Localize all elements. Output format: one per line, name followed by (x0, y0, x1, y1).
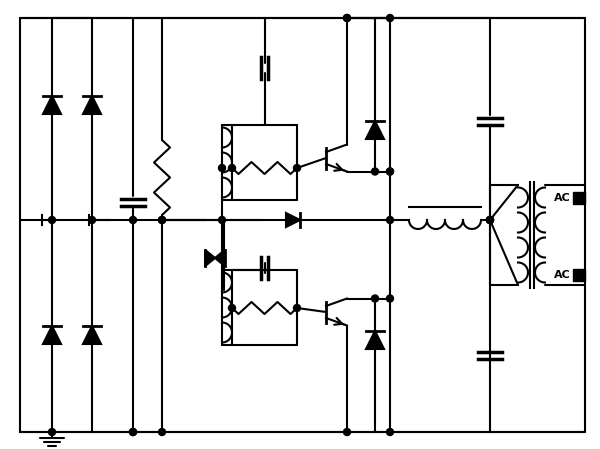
Circle shape (487, 216, 493, 224)
Circle shape (89, 216, 95, 224)
Circle shape (158, 216, 166, 224)
Bar (573, 192, 585, 204)
Circle shape (386, 168, 394, 175)
Circle shape (343, 428, 350, 436)
Circle shape (158, 216, 166, 224)
Circle shape (49, 428, 56, 436)
Circle shape (386, 428, 394, 436)
Polygon shape (83, 326, 101, 344)
Circle shape (343, 14, 350, 22)
Bar (573, 269, 585, 281)
Circle shape (229, 164, 235, 172)
Circle shape (371, 295, 379, 302)
Circle shape (386, 168, 394, 175)
Circle shape (293, 304, 301, 312)
Circle shape (130, 216, 137, 224)
Polygon shape (83, 96, 101, 114)
Polygon shape (43, 326, 61, 344)
Circle shape (158, 428, 166, 436)
Circle shape (218, 216, 226, 224)
Circle shape (386, 14, 394, 22)
Polygon shape (43, 96, 61, 114)
Circle shape (49, 216, 56, 224)
Circle shape (229, 304, 235, 312)
Circle shape (386, 295, 394, 302)
Text: AC: AC (554, 193, 571, 203)
Circle shape (386, 216, 394, 224)
Circle shape (343, 14, 350, 22)
Text: AC: AC (554, 270, 571, 280)
Polygon shape (366, 331, 384, 349)
Circle shape (371, 168, 379, 175)
Circle shape (130, 428, 137, 436)
Circle shape (293, 164, 301, 172)
Circle shape (218, 164, 226, 172)
Polygon shape (205, 250, 215, 266)
Polygon shape (366, 121, 384, 139)
Circle shape (130, 428, 137, 436)
Polygon shape (286, 213, 300, 227)
Polygon shape (215, 250, 225, 266)
Circle shape (487, 216, 493, 224)
Circle shape (487, 216, 493, 224)
